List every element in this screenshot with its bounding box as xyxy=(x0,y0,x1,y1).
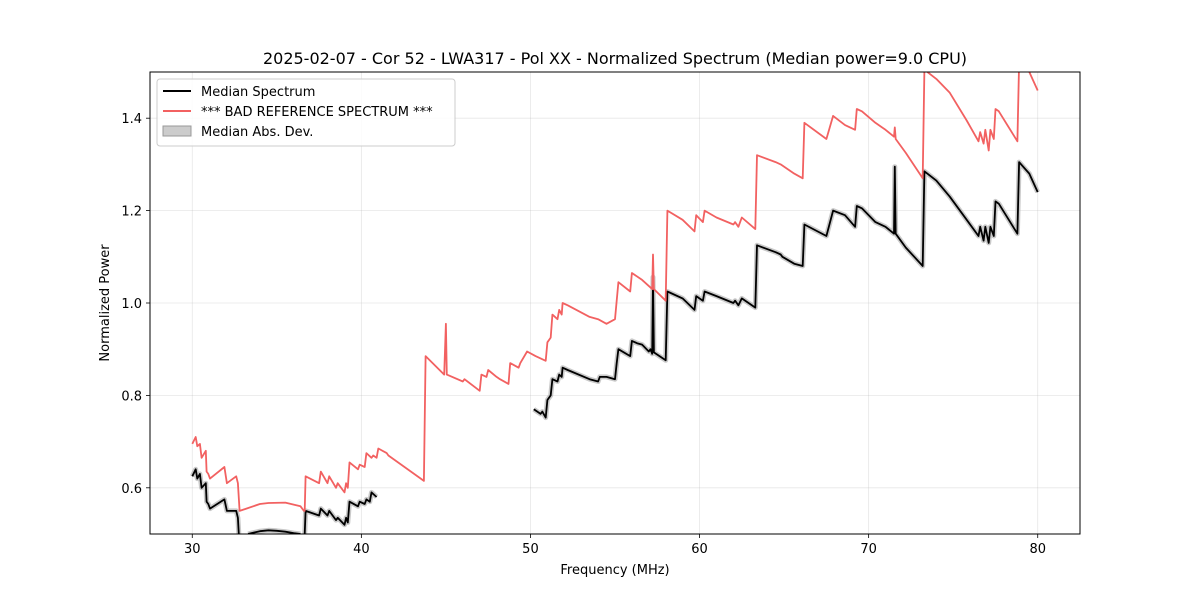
legend-swatch-mad xyxy=(162,125,192,137)
x-tick-label: 50 xyxy=(522,542,539,557)
x-tick-label: 70 xyxy=(860,542,877,557)
plot-area xyxy=(190,72,1040,534)
chart-title: 2025-02-07 - Cor 52 - LWA317 - Pol XX - … xyxy=(263,49,967,68)
y-tick-label: 1.2 xyxy=(121,205,142,220)
median-spectrum-line xyxy=(303,491,378,534)
y-axis: 0.6 0.8 1.0 1.2 1.4 xyxy=(121,112,150,497)
x-axis: 30 40 50 60 70 80 xyxy=(184,534,1046,557)
legend-label-mad: Median Abs. Dev. xyxy=(201,125,313,140)
median-spectrum-line xyxy=(533,161,1039,419)
y-tick-label: 0.6 xyxy=(121,482,142,497)
x-tick-label: 80 xyxy=(1029,542,1046,557)
x-tick-label: 60 xyxy=(691,542,708,557)
legend-label-reference: *** BAD REFERENCE SPECTRUM *** xyxy=(201,105,433,120)
y-tick-label: 1.0 xyxy=(121,297,142,312)
y-tick-label: 1.4 xyxy=(121,112,142,127)
x-tick-label: 30 xyxy=(184,542,201,557)
legend-box xyxy=(156,78,456,147)
median-spectrum-line xyxy=(247,529,301,534)
median-spectrum-line xyxy=(191,468,240,534)
y-axis-label: Normalized Power xyxy=(98,244,113,362)
x-axis-label: Frequency (MHz) xyxy=(560,563,669,578)
legend: Median Spectrum *** BAD REFERENCE SPECTR… xyxy=(156,78,456,147)
legend-label-median: Median Spectrum xyxy=(201,85,315,100)
reference-spectrum-line xyxy=(191,72,1039,512)
y-tick-label: 0.8 xyxy=(121,389,142,404)
x-tick-label: 40 xyxy=(353,542,370,557)
